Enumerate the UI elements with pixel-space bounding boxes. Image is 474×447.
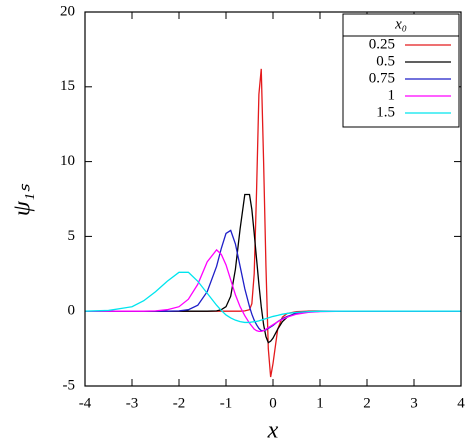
x-tick-label: -3: [126, 395, 139, 411]
legend-label: 1: [388, 87, 396, 103]
y-tick-label: 5: [68, 228, 76, 244]
plot-frame: [84, 11, 462, 387]
y-tick-label: 10: [60, 153, 75, 169]
series-line: [85, 229, 461, 332]
x-tick-label: -4: [79, 395, 92, 411]
series-line: [85, 193, 461, 344]
legend-label: 0.5: [376, 53, 395, 69]
x-tick-label: 4: [457, 395, 465, 411]
series-line: [85, 248, 461, 333]
legend-label: 0.25: [369, 36, 395, 52]
x-tick-label: 3: [410, 395, 418, 411]
y-tick-label: 20: [60, 3, 75, 19]
x-tick-label: 0: [269, 395, 277, 411]
y-tick-label: 15: [60, 78, 75, 94]
series-line: [84, 271, 461, 324]
legend-label: 0.75: [369, 70, 395, 86]
x-tick-label: 2: [363, 395, 371, 411]
y-axis-label: ψ₁ₛ: [10, 183, 36, 216]
legend-label: 1.5: [376, 104, 395, 120]
y-tick-label: -5: [63, 377, 76, 393]
legend-title: x₀: [394, 16, 407, 32]
legend-box: [342, 13, 460, 128]
y-tick-label: 0: [68, 303, 76, 319]
x-tick-label: -2: [173, 395, 186, 411]
x-tick-label: 1: [316, 395, 324, 411]
x-axis-label: x: [267, 418, 279, 444]
x-tick-label: -1: [220, 395, 233, 411]
